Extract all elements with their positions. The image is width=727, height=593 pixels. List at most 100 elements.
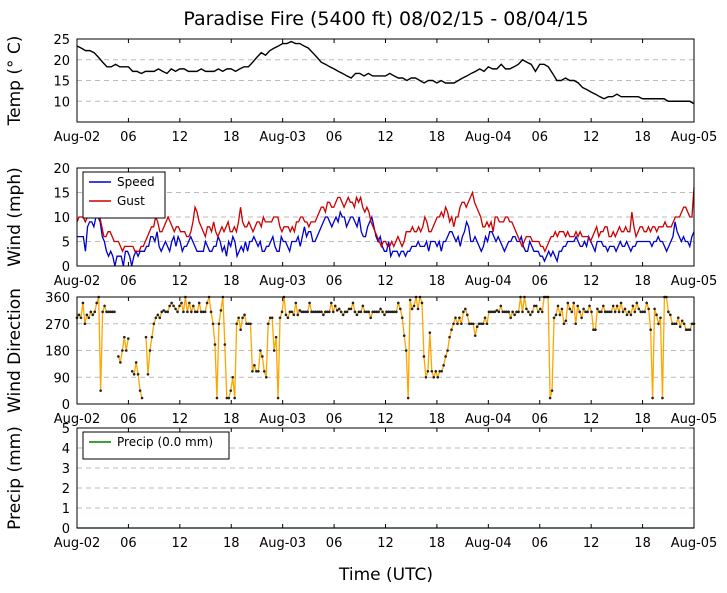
- data-point: [117, 355, 120, 358]
- data-point: [322, 313, 325, 317]
- data-point: [493, 310, 497, 314]
- x-tick-label: 18: [429, 274, 446, 289]
- data-point: [168, 304, 171, 308]
- data-point: [186, 310, 189, 314]
- data-point: [420, 301, 424, 305]
- data-point: [442, 364, 445, 367]
- x-tick-label: Aug-03: [259, 274, 306, 289]
- data-point: [509, 316, 512, 320]
- data-point: [385, 310, 388, 314]
- data-point: [197, 301, 201, 305]
- data-point: [288, 310, 292, 314]
- data-point: [371, 310, 374, 314]
- data-point: [249, 322, 252, 326]
- data-point: [602, 304, 605, 308]
- data-point: [467, 322, 471, 326]
- data-point: [684, 328, 688, 331]
- data-point: [308, 301, 311, 305]
- data-point: [424, 375, 428, 379]
- data-point: [507, 310, 511, 314]
- data-point: [422, 355, 426, 358]
- data-point: [578, 310, 581, 314]
- data-point: [253, 364, 256, 367]
- data-point: [192, 304, 195, 308]
- data-point: [572, 301, 576, 305]
- data-point: [337, 307, 341, 311]
- data-point: [513, 313, 516, 317]
- data-point: [231, 375, 235, 379]
- data-point: [627, 310, 631, 314]
- data-point: [111, 310, 114, 314]
- data-point: [436, 375, 440, 379]
- data-point: [655, 313, 658, 317]
- data-point: [245, 322, 248, 326]
- data-point: [274, 335, 278, 339]
- data-point: [276, 396, 280, 400]
- data-point: [333, 304, 337, 308]
- x-tick-label: Aug-05: [671, 130, 718, 145]
- data-point: [434, 370, 438, 373]
- data-point: [637, 307, 641, 311]
- data-point: [576, 304, 579, 308]
- x-tick-label: 06: [531, 536, 548, 551]
- x-tick-label: 18: [223, 536, 240, 551]
- data-point: [531, 310, 534, 314]
- data-point: [138, 389, 142, 392]
- data-point: [533, 304, 536, 308]
- data-point: [162, 309, 166, 312]
- data-point: [491, 310, 495, 314]
- data-point: [239, 328, 242, 331]
- data-point: [166, 310, 169, 314]
- data-point: [107, 310, 110, 314]
- y-axis-label: Wind (mph): [5, 167, 25, 267]
- data-point: [580, 316, 583, 320]
- data-point: [598, 310, 601, 314]
- data-point: [383, 313, 386, 317]
- data-point: [264, 375, 268, 379]
- data-point: [257, 370, 260, 373]
- data-point: [223, 343, 227, 346]
- x-tick-label: 06: [120, 130, 137, 145]
- data-point: [180, 301, 183, 305]
- data-point: [659, 316, 662, 320]
- data-point: [560, 307, 564, 311]
- data-point: [237, 316, 240, 320]
- data-point: [527, 310, 530, 314]
- data-point: [540, 310, 544, 314]
- data-point: [375, 310, 378, 314]
- data-point: [199, 310, 203, 314]
- data-point: [661, 396, 664, 400]
- data-point: [450, 328, 453, 331]
- x-tick-label: 12: [377, 130, 394, 145]
- data-point: [203, 310, 207, 314]
- data-point: [355, 313, 359, 317]
- x-tick-label: 18: [634, 274, 651, 289]
- data-point: [178, 304, 181, 308]
- data-point: [349, 307, 353, 311]
- y-tick-label: 0: [62, 398, 70, 413]
- x-tick-label: 18: [223, 130, 240, 145]
- data-point: [225, 396, 229, 400]
- data-point: [363, 310, 367, 314]
- data-point: [592, 328, 595, 331]
- data-point: [503, 310, 507, 314]
- data-point: [328, 310, 331, 314]
- data-point: [466, 313, 469, 317]
- data-point: [296, 313, 300, 317]
- y-tick-label: 10: [53, 95, 70, 110]
- x-tick-label: Aug-02: [54, 130, 101, 145]
- data-point: [621, 310, 625, 314]
- data-point: [164, 310, 168, 314]
- x-tick-label: 12: [583, 412, 600, 427]
- x-tick-label: Aug-05: [671, 412, 718, 427]
- x-tick-label: 12: [583, 536, 600, 551]
- x-tick-label: 06: [531, 274, 548, 289]
- data-point: [440, 370, 443, 373]
- x-tick-label: 06: [531, 130, 548, 145]
- data-point: [615, 304, 619, 308]
- x-tick-label: 18: [429, 130, 446, 145]
- data-point: [633, 310, 637, 314]
- data-point: [93, 310, 97, 314]
- data-point: [649, 328, 652, 331]
